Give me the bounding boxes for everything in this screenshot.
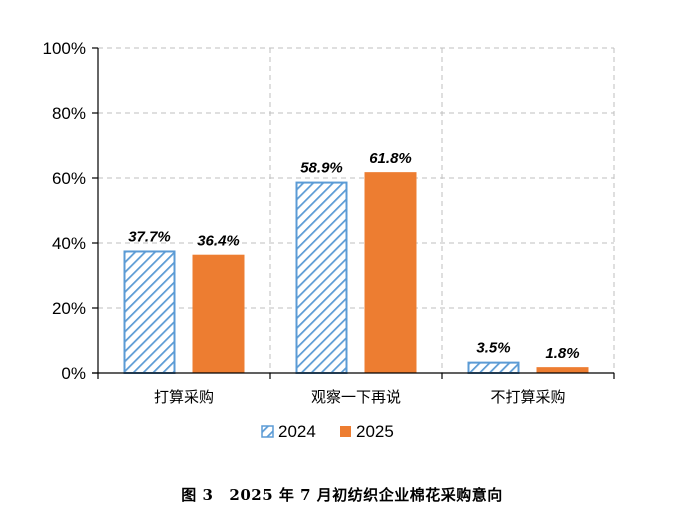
bar-2024 [295, 181, 348, 374]
bar-2024 [123, 250, 176, 375]
bar-2025 [536, 367, 589, 373]
legend: 2024 2025 [261, 422, 394, 441]
data-labels: 37.7% 36.4% 58.9% 61.8% 3.5% 1.8% [128, 150, 579, 362]
figure-title: 2025 年 7 月初纺织企业棉花采购意向 [229, 486, 503, 504]
category-label: 不打算采购 [490, 388, 565, 406]
data-label: 37.7% [128, 228, 171, 245]
data-label: 58.9% [300, 160, 343, 177]
bars [123, 172, 589, 375]
data-label: 1.8% [545, 345, 579, 362]
data-label: 61.8% [369, 150, 412, 167]
data-label: 36.4% [197, 233, 240, 250]
legend-swatch-2024 [261, 425, 274, 438]
bar-2025 [364, 172, 417, 373]
figure-caption: 图 3 2025 年 7 月初纺织企业棉花采购意向 [0, 484, 684, 505]
gridlines [98, 47, 615, 373]
bar-2024 [467, 361, 520, 374]
y-tick-label: 0% [61, 364, 86, 383]
y-tick-label: 40% [52, 234, 86, 253]
legend-label-2024: 2024 [278, 422, 316, 441]
bar-2025 [192, 254, 245, 373]
legend-swatch-2025 [340, 426, 351, 437]
y-tick-label: 80% [52, 104, 86, 123]
data-label: 3.5% [476, 340, 510, 357]
y-tick-label: 60% [52, 169, 86, 188]
y-tick-label: 20% [52, 299, 86, 318]
axes: 打算采购 观察一下再说 不打算采购 0% 20% 40% 60% 80% 100% [43, 39, 615, 406]
category-label: 打算采购 [154, 388, 214, 406]
y-tick-label: 100% [43, 39, 86, 58]
legend-label-2025: 2025 [356, 422, 394, 441]
figure-number: 图 3 [181, 486, 214, 504]
category-label: 观察一下再说 [311, 388, 401, 406]
